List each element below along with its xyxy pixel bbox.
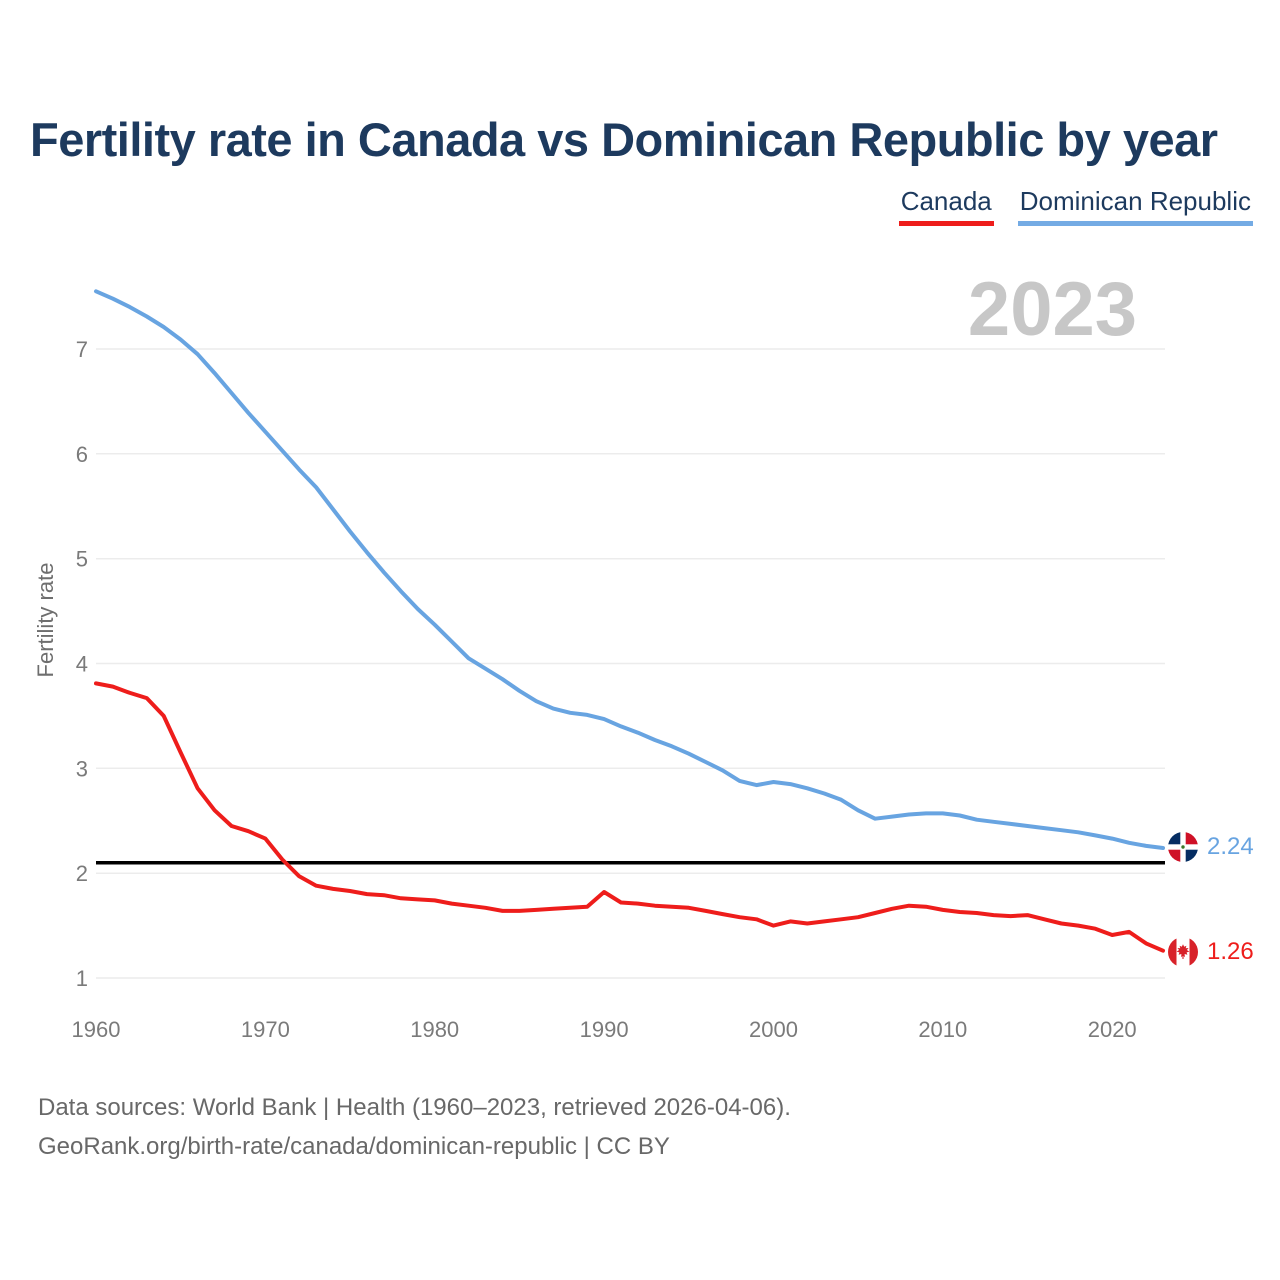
dominican-republic-line (94, 289, 1165, 850)
y-tick-label: 6 (76, 442, 88, 467)
y-tick-label: 2 (76, 861, 88, 886)
dominican-republic-end-value: 2.24 (1207, 833, 1254, 860)
y-tick-label: 1 (76, 966, 88, 991)
chart-title: Fertility rate in Canada vs Dominican Re… (30, 113, 1218, 166)
y-tick-label: 7 (76, 337, 88, 362)
y-tick-label: 4 (76, 652, 88, 677)
canada-flag-icon (1168, 937, 1198, 967)
x-tick-label: 2020 (1088, 1017, 1137, 1042)
license-line: GeoRank.org/birth-rate/canada/dominican-… (38, 1133, 670, 1160)
legend: Canada Dominican Republic (898, 186, 1253, 226)
dominican-republic-end-label: 2.24 (1168, 832, 1254, 862)
x-tick-label: 1990 (580, 1017, 629, 1042)
canada-end-label: 1.26 (1168, 937, 1254, 967)
x-tick-label: 2010 (918, 1017, 967, 1042)
year-watermark: 2023 (967, 267, 1137, 352)
y-tick-label: 3 (76, 756, 88, 781)
x-tick-label: 1970 (241, 1017, 290, 1042)
canada-end-value: 1.26 (1207, 938, 1254, 965)
x-tick-label: 1980 (410, 1017, 459, 1042)
dominican-republic-flag-icon (1168, 832, 1198, 862)
attribution-footer: Data sources: World Bank | Health (1960–… (38, 1088, 791, 1166)
legend-item-dominican-republic[interactable]: Dominican Republic (1017, 186, 1253, 226)
x-tick-label: 2000 (749, 1017, 798, 1042)
x-tick-label: 1960 (72, 1017, 121, 1042)
legend-item-canada[interactable]: Canada (898, 186, 994, 226)
y-tick-label: 5 (76, 547, 88, 572)
data-sources-line: Data sources: World Bank | Health (1960–… (38, 1094, 791, 1121)
canada-line (94, 681, 1165, 953)
